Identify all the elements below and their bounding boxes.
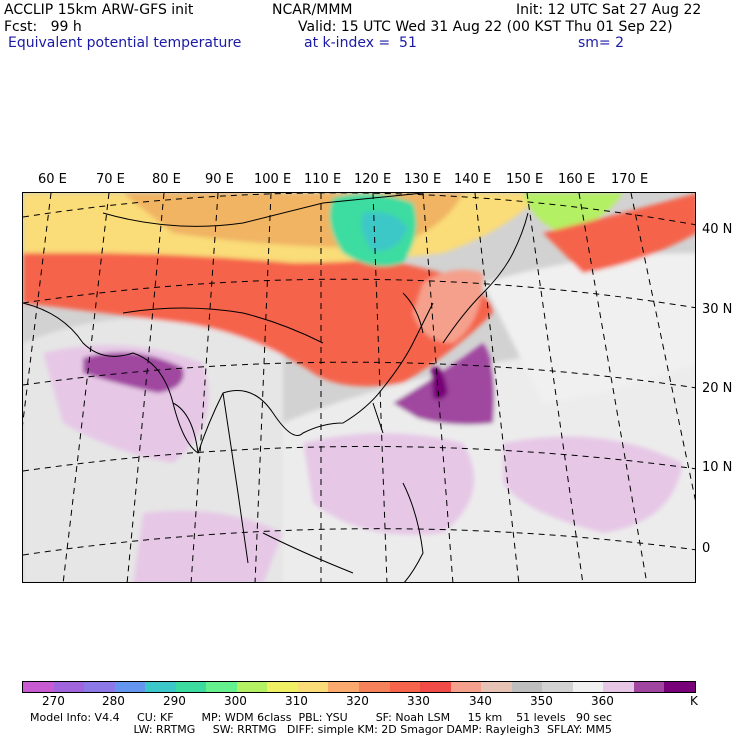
colorbar-label-270: 270 xyxy=(42,694,65,708)
colorbar-swatch-10 xyxy=(328,682,360,692)
himalaya-border xyxy=(122,307,324,344)
malay-peninsula xyxy=(222,392,249,564)
colorbar-swatch-18 xyxy=(572,682,604,692)
colorbar-label-280: 280 xyxy=(102,694,125,708)
colorbar-swatch-21 xyxy=(664,682,696,692)
colorbar-label-290: 290 xyxy=(163,694,186,708)
longitude-lines xyxy=(23,193,695,582)
smoothing: sm= 2 xyxy=(578,35,625,51)
colorbar-label-300: 300 xyxy=(224,694,247,708)
lon-label-120e: 120 E xyxy=(354,172,392,187)
field-lightgreen-ne xyxy=(523,193,623,233)
asia-coastline xyxy=(23,302,434,454)
india-tip xyxy=(172,402,199,454)
colorbar-swatch-8 xyxy=(267,682,298,692)
lon-label-110e: 110 E xyxy=(304,172,342,187)
field-scs-lavender xyxy=(303,433,475,535)
colorbar-swatch-14 xyxy=(450,682,482,692)
colorbar-label-330: 330 xyxy=(407,694,430,708)
colorbar-swatch-16 xyxy=(511,682,543,692)
org-label: NCAR/MMM xyxy=(272,2,353,18)
colorbar-swatch-3 xyxy=(114,682,146,692)
colorbar-unit: K xyxy=(690,694,698,708)
field-salmon-japan xyxy=(413,269,483,343)
model-title: ACCLIP 15km ARW-GFS init xyxy=(4,2,194,18)
theta-e-field xyxy=(23,193,695,582)
colorbar-label-310: 310 xyxy=(285,694,308,708)
lon-label-100e: 100 E xyxy=(254,172,292,187)
lon-label-140e: 140 E xyxy=(454,172,492,187)
colorbar-label-350: 350 xyxy=(530,694,553,708)
colorbar-swatch-0 xyxy=(23,682,54,692)
colorbar-swatch-1 xyxy=(53,682,85,692)
level-index: at k-index = 51 xyxy=(304,35,417,51)
field-wpac-lavender xyxy=(503,436,683,533)
taiwan-coast xyxy=(372,402,384,434)
lat-label-20n: 20 N xyxy=(702,381,733,396)
colorbar-swatch-19 xyxy=(603,682,634,692)
forecast-hour: Fcst: 99 h xyxy=(4,19,82,35)
model-info-line2: LW: RRTMG SW: RRTMG DIFF: simple KM: 2D … xyxy=(116,723,612,736)
colorbar xyxy=(22,681,696,693)
lon-line-160e xyxy=(578,193,648,582)
colorbar-swatch-15 xyxy=(481,682,512,692)
colorbar-swatch-17 xyxy=(542,682,573,692)
colorbar-swatch-5 xyxy=(175,682,207,692)
field-name: Equivalent potential temperature xyxy=(8,35,242,51)
colorbar-swatch-7 xyxy=(236,682,268,692)
colorbar-swatch-11 xyxy=(359,682,390,692)
field-red-northeast xyxy=(543,193,695,273)
field-north-pacific xyxy=(483,253,695,403)
map-svg xyxy=(23,193,695,582)
korea-coast xyxy=(402,292,424,334)
lon-label-70e: 70 E xyxy=(96,172,125,187)
lat-label-equator: 0 xyxy=(702,541,711,556)
lat-label-30n: 30 N xyxy=(702,302,733,317)
colorbar-label-320: 320 xyxy=(346,694,369,708)
model-info-line1: Model Info: V4.4 CU: KF MP: WDM 6class P… xyxy=(30,711,613,724)
valid-time: Valid: 15 UTC Wed 31 Aug 22 (00 KST Thu … xyxy=(298,19,673,35)
northern-border xyxy=(102,193,424,227)
lat-label-10n: 10 N xyxy=(702,460,733,475)
lon-label-90e: 90 E xyxy=(205,172,234,187)
field-ocean-lavender xyxy=(133,510,283,582)
lon-label-80e: 80 E xyxy=(152,172,181,187)
japan-coast xyxy=(442,212,529,344)
field-red-band xyxy=(23,228,493,387)
coastlines xyxy=(23,193,529,582)
colorbar-label-360: 360 xyxy=(591,694,614,708)
colorbar-swatch-4 xyxy=(145,682,176,692)
lon-label-130e: 130 E xyxy=(404,172,442,187)
colorbar-swatch-6 xyxy=(206,682,237,692)
lon-label-160e: 160 E xyxy=(558,172,596,187)
lon-label-170e: 170 E xyxy=(611,172,649,187)
borneo-coast xyxy=(262,532,354,574)
colorbar-swatch-12 xyxy=(389,682,421,692)
field-cyan-core xyxy=(361,212,408,252)
colorbar-swatch-20 xyxy=(633,682,665,692)
lon-label-150e: 150 E xyxy=(506,172,544,187)
map-panel xyxy=(22,192,696,583)
colorbar-label-340: 340 xyxy=(469,694,492,708)
colorbar-swatch-9 xyxy=(297,682,329,692)
colorbar-swatch-13 xyxy=(420,682,451,692)
philippines-coast xyxy=(402,482,424,582)
field-core-dark-purple xyxy=(431,366,448,400)
init-time: Init: 12 UTC Sat 27 Aug 22 xyxy=(516,2,702,18)
lat-label-40n: 40 N xyxy=(702,222,733,237)
lon-label-60e: 60 E xyxy=(38,172,67,187)
colorbar-swatch-2 xyxy=(84,682,115,692)
lon-line-170e xyxy=(630,193,695,501)
